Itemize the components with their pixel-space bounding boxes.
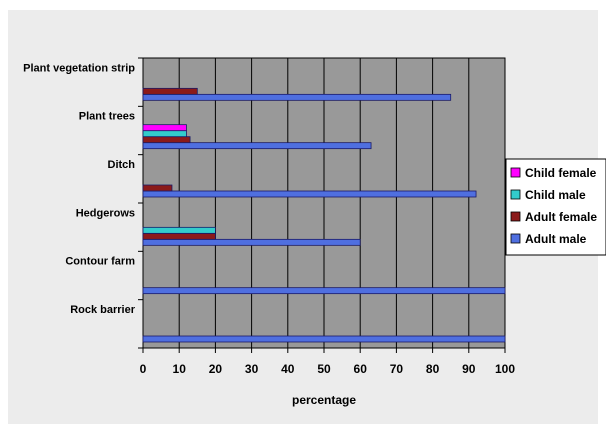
x-tick-label: 70 [390,362,404,376]
x-tick-label: 10 [173,362,187,376]
legend-swatch [510,189,521,200]
bar-child-female [142,124,187,132]
bar-adult-male [142,287,506,295]
category-label: Hedgerows [76,207,135,219]
legend-swatch [510,233,521,244]
bar-adult-female [142,136,191,144]
x-tick-label: 40 [281,362,295,376]
bar-adult-female [142,232,216,240]
bar-child-male [142,130,187,138]
legend-entry: Adult female [525,210,597,224]
category-label: Plant vegetation strip [23,62,135,74]
plot-area [138,57,506,349]
bar-child-male [142,226,216,234]
legend-box [505,158,606,256]
category-label: Plant trees [79,111,135,123]
legend-entry: Child female [525,166,597,180]
x-tick-label: 100 [495,362,515,376]
x-tick-label: 50 [317,362,331,376]
category-label: Rock barrier [70,304,136,316]
x-tick-label: 90 [462,362,476,376]
bar-adult-male [142,238,361,246]
bar-adult-male [142,335,506,343]
x-tick-label: 30 [245,362,259,376]
bar-adult-male [142,142,372,150]
bar-adult-male [142,93,452,101]
legend-entry: Child male [525,188,586,202]
x-axis-label: percentage [292,393,356,407]
x-tick-label: 20 [209,362,223,376]
bar-adult-male [142,190,477,198]
category-labels: Rock barrier Contour farm Hedgerows Ditch Pl… [23,62,136,316]
category-label: Contour farm [65,256,135,268]
category-label: Ditch [108,159,136,171]
legend-swatch [510,211,521,222]
bars [142,87,506,343]
legend: Child female Child male Adult female Adult … [505,158,606,256]
x-tick-label: 0 [140,362,147,376]
legend-entry: Adult male [525,232,587,246]
bar-adult-female [142,184,173,192]
x-tick-label: 80 [426,362,440,376]
x-axis-ticks: 0 10 20 30 40 50 60 70 80 90 100 [140,348,515,376]
x-tick-label: 60 [354,362,368,376]
legend-swatch [510,167,521,178]
bar-adult-female [142,87,198,95]
